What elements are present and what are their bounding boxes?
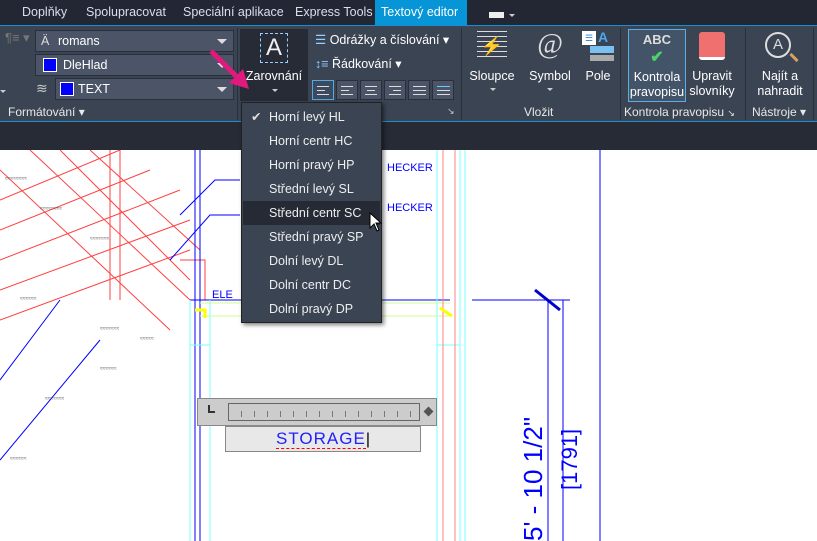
spell-check-toggle[interactable]: ABC ✔ Kontrola pravopisu xyxy=(628,29,686,102)
find-replace-icon: A xyxy=(765,32,791,58)
field-icon: ☰ A xyxy=(582,29,614,61)
justify-button[interactable] xyxy=(408,80,430,100)
editor-text[interactable]: STORAGE xyxy=(276,429,366,449)
spell-check-icon: ABC ✔ xyxy=(642,32,672,66)
ribbon-bottom-strip xyxy=(0,122,817,150)
symbol-label: Symbol xyxy=(529,69,571,83)
tab-specialni-aplikace[interactable]: Speciální aplikace xyxy=(183,5,284,19)
panel-label-kontrola-pravopisu: Kontrola pravopisu ↘ xyxy=(624,105,735,119)
ribbon-tab-bar: Doplňky Spolupracovat Speciální aplikace… xyxy=(0,0,817,25)
list-icon: ☰ xyxy=(315,33,330,47)
tab-express-tools[interactable]: Express Tools xyxy=(295,5,373,19)
at-symbol-icon: @ xyxy=(537,29,563,60)
columns-label: Sloupce xyxy=(469,69,515,83)
panel-label-nastroje[interactable]: Nástroje ▾ xyxy=(752,105,807,119)
svg-text:≈≈≈≈≈≈: ≈≈≈≈≈≈ xyxy=(20,296,37,302)
color-value: DleHlad xyxy=(63,58,108,72)
panel-label-vlozit: Vložit xyxy=(524,105,554,119)
edit-dictionaries-button[interactable]: Upravit slovníky xyxy=(688,29,736,102)
align-center-button[interactable] xyxy=(360,80,382,100)
line-spacing-button[interactable]: ↕≡ Řádkování ▾ xyxy=(315,57,402,71)
svg-text:≈≈≈≈≈≈: ≈≈≈≈≈≈ xyxy=(10,456,27,462)
ruler-width-handle[interactable] xyxy=(423,406,434,417)
distribute-button[interactable] xyxy=(432,80,454,100)
menu-item-dolni-pravy[interactable]: Dolní pravý DP xyxy=(269,302,354,316)
line-spacing-icon: ↕≡ xyxy=(315,57,333,71)
chevron-down-icon[interactable] xyxy=(509,14,515,17)
font-select[interactable]: Ä romans xyxy=(35,30,234,52)
tab-spolupracovat[interactable]: Spolupracovat xyxy=(86,5,166,19)
svg-text:≈≈≈≈≈: ≈≈≈≈≈ xyxy=(140,336,154,342)
drawing-label-checker-2: HECKER xyxy=(387,202,433,214)
svg-text:≈≈≈≈≈≈≈≈: ≈≈≈≈≈≈≈≈ xyxy=(40,206,62,212)
ribbon: ¶≡ ▾ Ä romans DleHlad ≋ TEXT Formátování… xyxy=(0,25,817,122)
dimension-text: 5' - 10 1/2" xyxy=(518,417,548,541)
menu-item-stredni-pravy[interactable]: Střední pravý SP xyxy=(269,230,364,244)
columns-button[interactable]: ⚡ Sloupce xyxy=(465,29,519,99)
field-label: Pole xyxy=(585,69,611,83)
font-icon: Ä xyxy=(41,34,50,48)
menu-item-horni-centr[interactable]: Horní centr HC xyxy=(269,134,353,148)
layers-icon: ≋ xyxy=(36,80,48,96)
svg-text:≈≈≈≈≈≈≈: ≈≈≈≈≈≈≈ xyxy=(45,396,64,402)
align-left-button[interactable] xyxy=(336,80,358,100)
justification-button[interactable]: A Zarovnání xyxy=(240,29,308,101)
justification-icon: A xyxy=(260,33,288,63)
svg-text:≈≈≈≈≈≈≈: ≈≈≈≈≈≈≈ xyxy=(90,236,109,242)
text-editor-ruler[interactable] xyxy=(197,398,437,426)
menu-item-horni-levy[interactable]: ✔ Horní levý HL xyxy=(243,105,380,129)
justification-menu: ✔ Horní levý HL Horní centr HC Horní prav… xyxy=(241,102,382,323)
menu-item-horni-pravy[interactable]: Horní pravý HP xyxy=(269,158,355,172)
tab-textovy-editor[interactable]: Textový editor xyxy=(375,0,467,25)
find-replace-label: Najít a nahradit xyxy=(757,69,803,98)
dimension-metric-text: [1791] xyxy=(557,429,582,490)
justification-label: Zarovnání xyxy=(245,69,303,83)
tab-stop-icon[interactable] xyxy=(208,405,215,413)
symbol-button[interactable]: @ Symbol xyxy=(525,29,575,99)
text-cursor-icon: | xyxy=(365,431,370,448)
paragraph-style-icon[interactable]: ¶≡ ▾ xyxy=(5,30,30,45)
annotation-arrow-icon xyxy=(209,49,249,89)
checkmark-icon: ✔ xyxy=(251,110,262,124)
svg-text:≈≈≈≈≈≈≈: ≈≈≈≈≈≈≈ xyxy=(100,326,119,332)
menu-item-stredni-levy[interactable]: Střední levý SL xyxy=(269,182,354,196)
panel-expand-icon[interactable]: ↘ xyxy=(447,106,455,116)
menu-item-dolni-levy[interactable]: Dolní levý DL xyxy=(269,254,344,268)
layer-select[interactable]: TEXT xyxy=(55,78,234,100)
mouse-cursor-icon xyxy=(369,212,383,232)
ribbon-minimize-button[interactable] xyxy=(489,12,504,18)
panel-label-formatovani[interactable]: Formátování ▾ xyxy=(8,105,85,119)
edit-dictionaries-label: Upravit slovníky xyxy=(689,69,735,98)
font-value: romans xyxy=(58,34,100,48)
drawing-label-el: ELE xyxy=(212,289,233,301)
ruler-scale[interactable] xyxy=(228,403,420,421)
layer-color-swatch xyxy=(60,82,74,96)
justification-top-left-button[interactable] xyxy=(312,80,334,100)
align-right-button[interactable] xyxy=(384,80,406,100)
chevron-down-icon[interactable] xyxy=(0,90,6,93)
columns-icon: ⚡ xyxy=(477,31,507,61)
menu-item-dolni-centr[interactable]: Dolní centr DC xyxy=(269,278,351,292)
svg-text:≈≈≈≈≈≈≈≈: ≈≈≈≈≈≈≈≈ xyxy=(5,176,27,182)
field-button[interactable]: ☰ A Pole xyxy=(580,29,616,99)
dictionary-book-icon xyxy=(699,32,725,60)
color-select[interactable]: DleHlad xyxy=(35,54,234,76)
drawing-canvas[interactable]: ≈≈≈≈≈≈≈≈≈≈≈≈≈≈≈≈≈≈≈≈≈≈≈ ≈≈≈≈≈≈≈≈≈≈≈≈≈≈≈≈… xyxy=(0,150,817,541)
find-replace-button[interactable]: A Najít a nahradit xyxy=(752,29,808,102)
text-editor-box[interactable]: STORAGE| xyxy=(225,426,421,452)
color-swatch xyxy=(43,58,57,72)
layer-value: TEXT xyxy=(78,82,110,96)
spell-check-label: Kontrola pravopisu xyxy=(629,70,685,99)
drawing-label-checker-1: HECKER xyxy=(387,162,433,174)
menu-item-stredni-centr[interactable]: Střední centr SC xyxy=(243,201,380,225)
bullets-numbering-button[interactable]: ☰ Odrážky a číslování ▾ xyxy=(315,33,450,47)
tab-doplnky[interactable]: Doplňky xyxy=(22,5,68,19)
svg-text:≈≈≈≈≈≈: ≈≈≈≈≈≈ xyxy=(100,366,117,372)
